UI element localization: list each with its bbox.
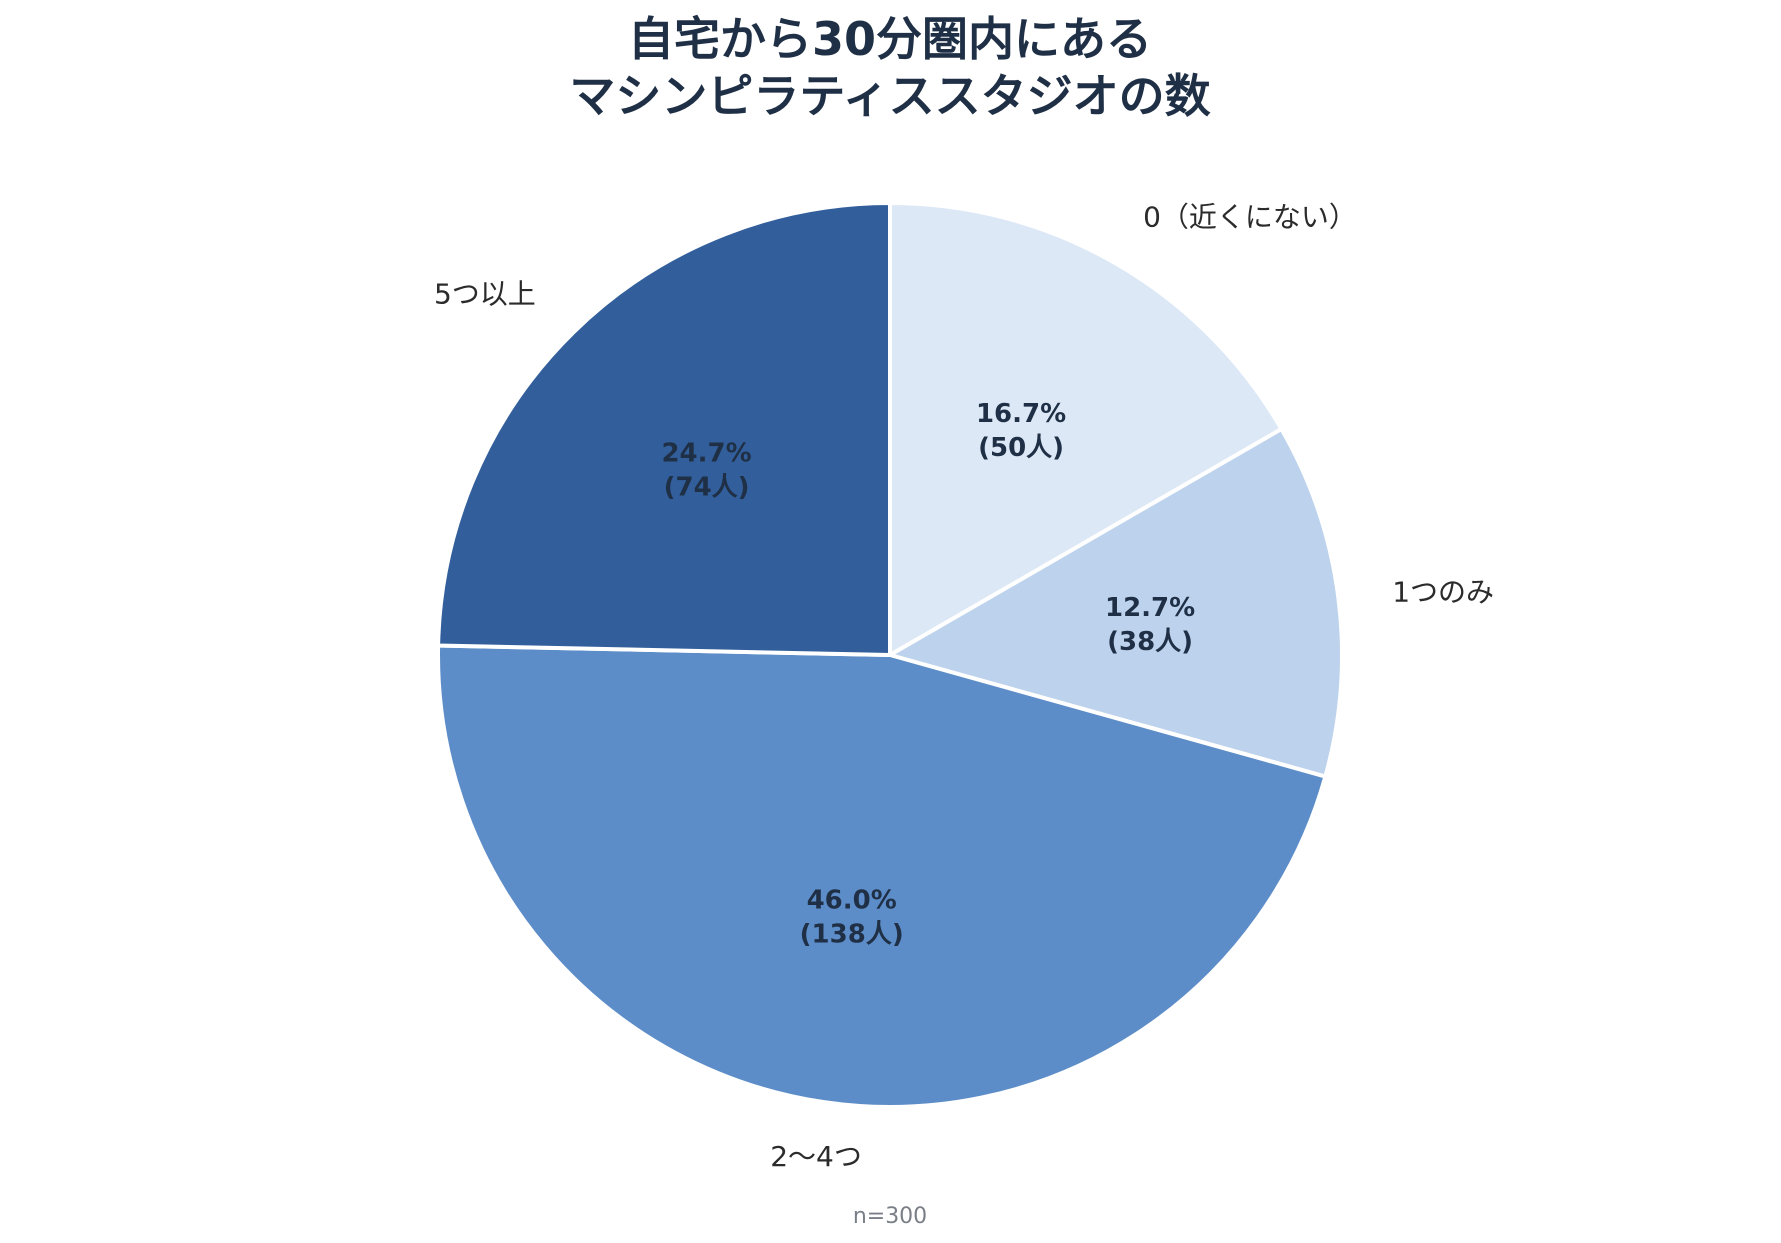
slice-category-label-3: 5つ以上 — [434, 277, 536, 310]
slice-count-label-2: (138人) — [800, 919, 904, 949]
chart-title-line-1: 自宅から30分圏内にある — [628, 12, 1152, 66]
pie-slice-0 — [888, 200, 1285, 659]
slice-percent-label-2: 46.0% — [807, 885, 897, 915]
pie-labels: 16.7% (50人) 0（近くにない） 12.7% (38人) 1つのみ 46.0% (13… — [434, 201, 1494, 1173]
slice-category-label-0: 0（近くにない） — [1143, 201, 1357, 234]
slice-percent-label-0: 16.7% — [976, 399, 1066, 429]
chart-title-line-2: マシンピラティススタジオの数 — [569, 69, 1210, 123]
slice-percent-label-1: 12.7% — [1105, 593, 1195, 623]
pie-slice-1 — [884, 426, 1344, 780]
slice-category-label-2: 2〜4つ — [770, 1140, 862, 1173]
chart-title: 自宅から30分圏内にある マシンピラティススタジオの数 — [569, 12, 1210, 123]
slice-category-label-1: 1つのみ — [1392, 576, 1494, 609]
pie-slice-3 — [436, 200, 892, 658]
slice-count-label-3: (74人) — [664, 473, 750, 503]
slice-count-label-1: (38人) — [1107, 627, 1193, 657]
sample-size-note: n=300 — [853, 1204, 927, 1229]
slice-count-label-0: (50人) — [978, 433, 1064, 463]
pie-slices — [436, 200, 1344, 1109]
pie-slice-2 — [436, 643, 1328, 1109]
slice-percent-label-3: 24.7% — [661, 439, 751, 469]
